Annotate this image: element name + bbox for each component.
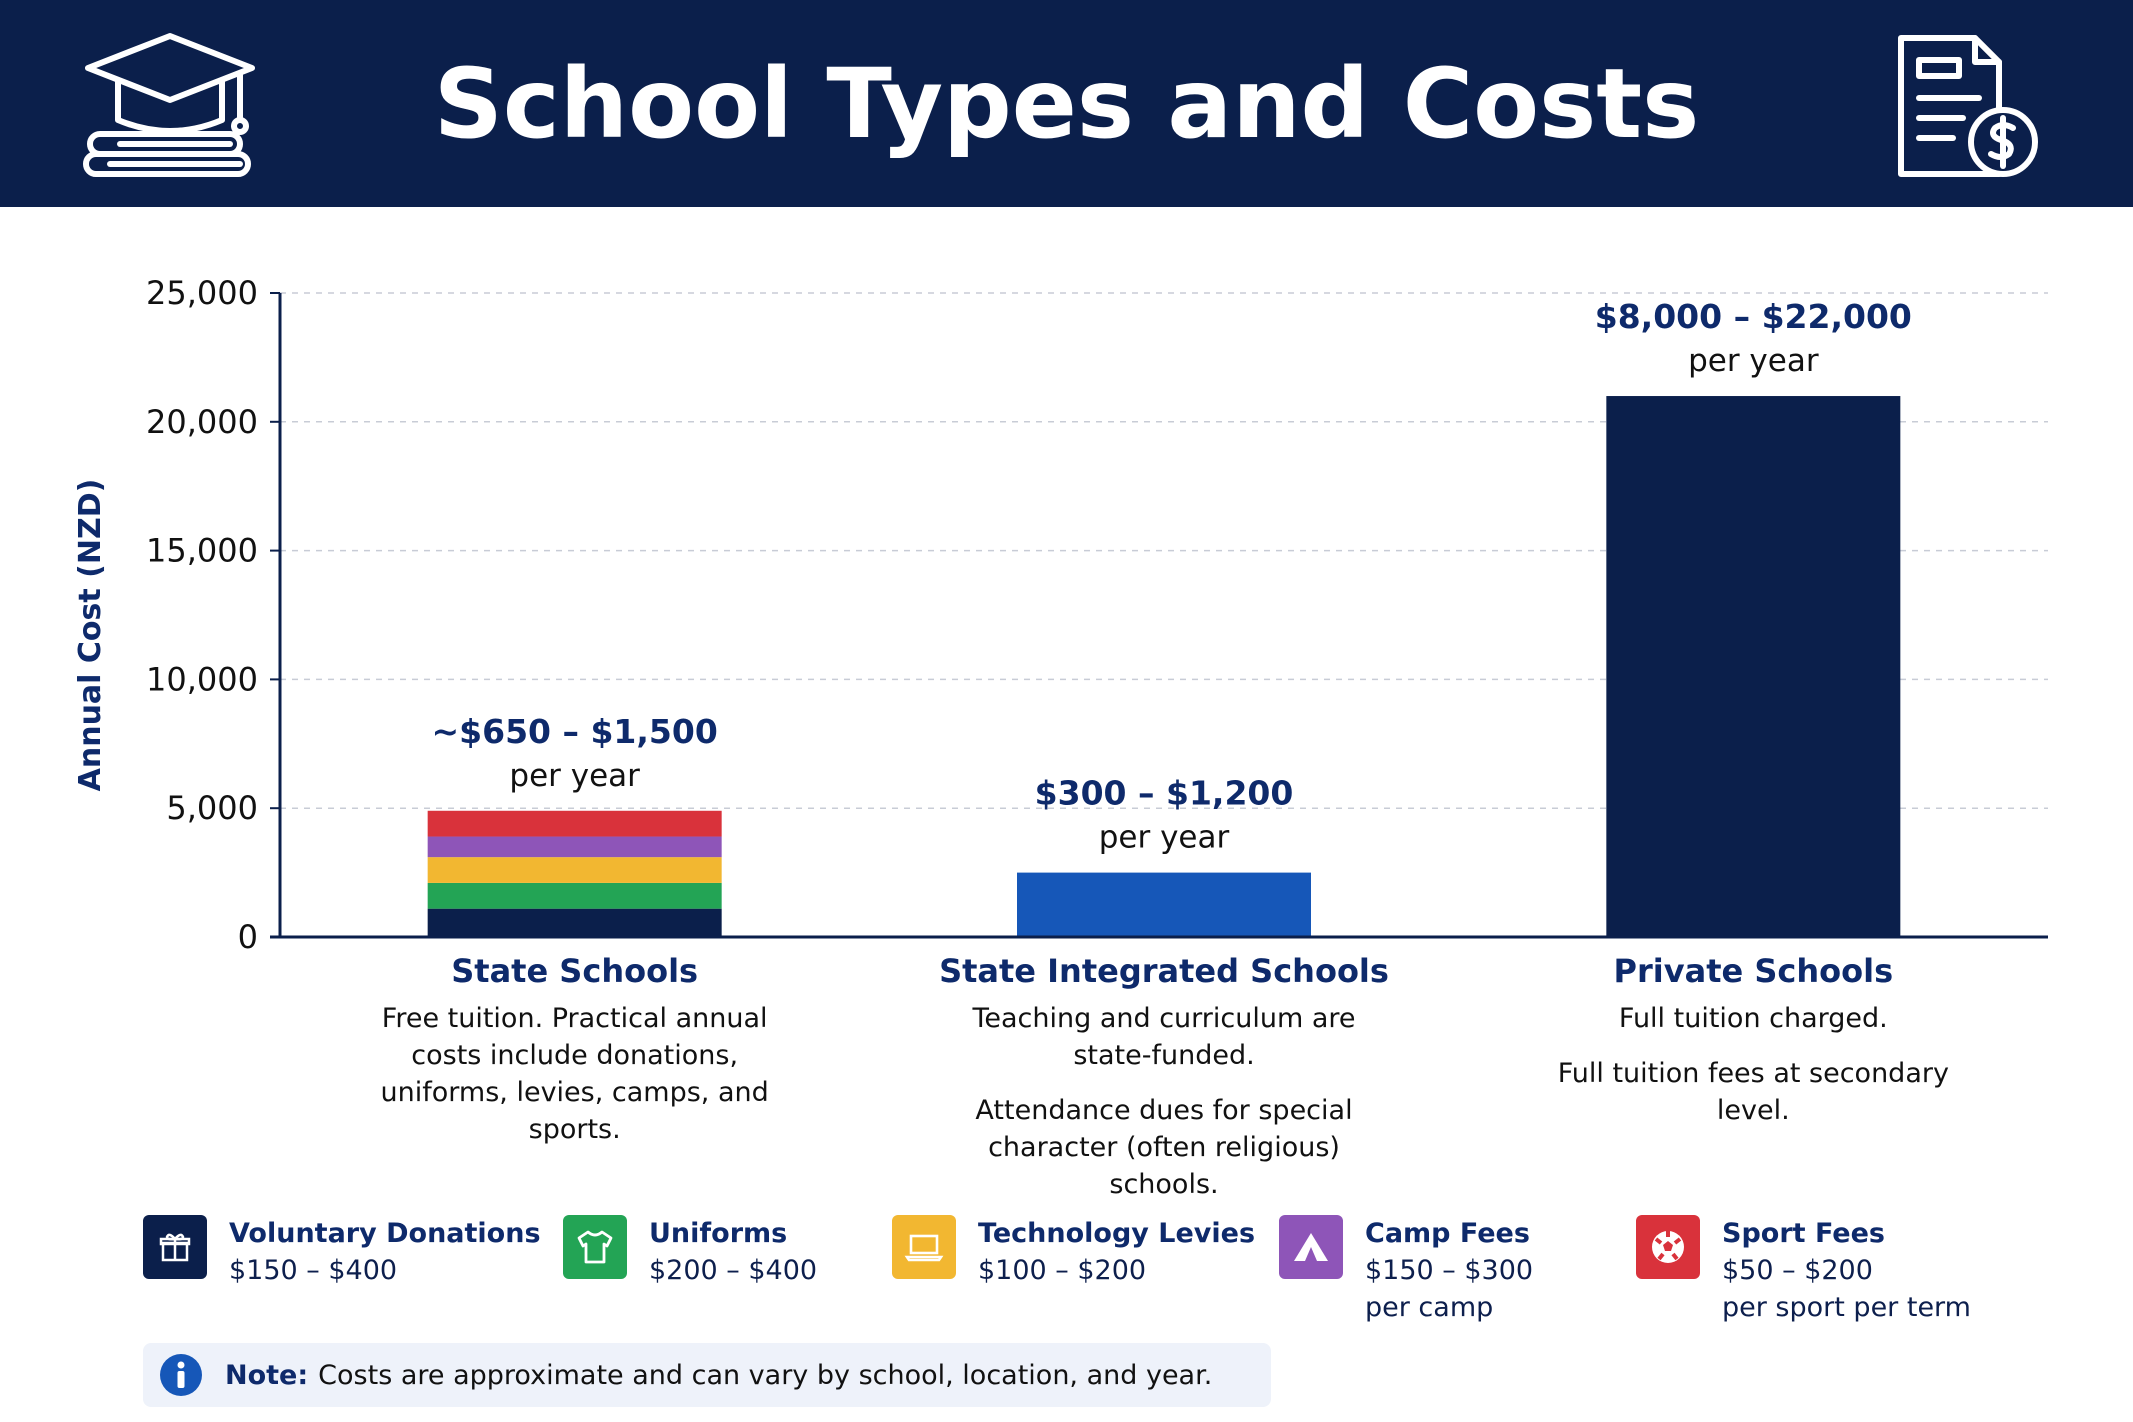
description-paragraph: Free tuition. Practical annual costs inc… [380,1003,769,1145]
category-description: Full tuition charged. Full tuition fees a… [1523,1000,1983,1129]
legend-name: Sport Fees [1722,1218,1885,1249]
bars [427,396,1901,937]
category-block: State Integrated Schools Teaching and cur… [934,952,1394,1221]
category-block: State Schools Free tuition. Practical ann… [345,952,805,1166]
x-category-label: State Integrated Schools [939,952,1389,990]
legend-note: per camp [1365,1292,1494,1323]
bar-state-integrated-schools [1017,872,1311,937]
note-box: Note: Costs are approximate and can vary … [143,1343,1271,1407]
bar-segment-technology-levies [427,857,722,883]
description-paragraph: Full tuition fees at secondary level. [1557,1058,1949,1126]
y-axis-label: Annual Cost (NZD) [73,479,108,792]
y-tick-label: 10,000 [146,660,258,698]
legend-note: per sport per term [1722,1292,1971,1323]
legend-name: Voluntary Donations [229,1218,541,1249]
bar-value-label: $300 – $1,200 [1035,774,1294,813]
bar-segment-sport-fees [427,810,722,837]
shirt-icon [563,1215,627,1279]
info-icon [160,1354,202,1396]
legend-item: Uniforms $200 – $400 [563,1215,817,1289]
legend-item: Sport Fees $50 – $200 per sport per term [1636,1215,1971,1326]
legend-item: Voluntary Donations $150 – $400 [143,1215,541,1289]
invoice-dollar-icon [1898,35,2038,177]
note-label: Note: [225,1359,309,1391]
legend-range: $50 – $200 [1722,1255,1873,1286]
bar-labels: ~$650 – $1,500 per year $300 – $1,200 per y… [432,297,1912,856]
legend-item: Camp Fees $150 – $300 per camp [1279,1215,1533,1326]
bar-private-schools [1606,396,1901,937]
legend-range: $200 – $400 [649,1255,818,1286]
page-title: School Types and Costs [433,47,1700,160]
bar-unit-label: per year [1688,343,1819,379]
y-tick-label: 15,000 [146,532,258,570]
x-category-label: State Schools [451,952,699,990]
legend-range: $150 – $400 [229,1255,398,1286]
legend-name: Uniforms [649,1218,788,1249]
y-axis-ticks: 0 5,000 10,000 15,000 20,000 25,000 [146,274,280,956]
y-tick-label: 5,000 [166,789,258,827]
category-description: Teaching and curriculum are state-funded… [934,1000,1394,1203]
bar-segment-camp-fees [427,836,722,858]
bar-value-label: ~$650 – $1,500 [432,712,718,751]
bar-unit-label: per year [509,758,640,794]
y-tick-label: 20,000 [146,403,258,441]
legend-item: Technology Levies $100 – $200 [892,1215,1255,1289]
y-tick-label: 25,000 [146,274,258,312]
category-block: Private Schools Full tuition charged. Full… [1523,952,1983,1147]
cost-bar-chart: 0 5,000 10,000 15,000 20,000 25,000 ~$650 – $… [73,274,2048,956]
category-description: Free tuition. Practical annual costs inc… [345,1000,805,1148]
description-paragraph: Attendance dues for special character (o… [975,1095,1353,1200]
header-banner: School Types and Costs [0,0,2133,207]
laptop-icon [892,1215,956,1279]
gift-icon [143,1215,207,1279]
bar-segment-voluntary-donations [427,908,722,937]
y-tick-label: 0 [238,918,258,956]
note-text: Costs are approximate and can vary by sc… [318,1359,1213,1391]
description-paragraph: Full tuition charged. [1618,1003,1888,1034]
tent-icon [1279,1215,1343,1279]
soccer-ball-icon [1636,1215,1700,1279]
bar-unit-label: per year [1099,820,1230,856]
bar-segment-uniforms [427,882,722,909]
bar-value-label: $8,000 – $22,000 [1595,297,1912,336]
legend-name: Camp Fees [1365,1218,1530,1249]
legend-range: $100 – $200 [978,1255,1147,1286]
graduation-cap-books-icon [83,33,255,177]
x-category-label: Private Schools [1613,952,1894,990]
legend-name: Technology Levies [978,1218,1256,1249]
legend-range: $150 – $300 [1365,1255,1534,1286]
description-paragraph: Teaching and curriculum are state-funded… [972,1003,1356,1071]
